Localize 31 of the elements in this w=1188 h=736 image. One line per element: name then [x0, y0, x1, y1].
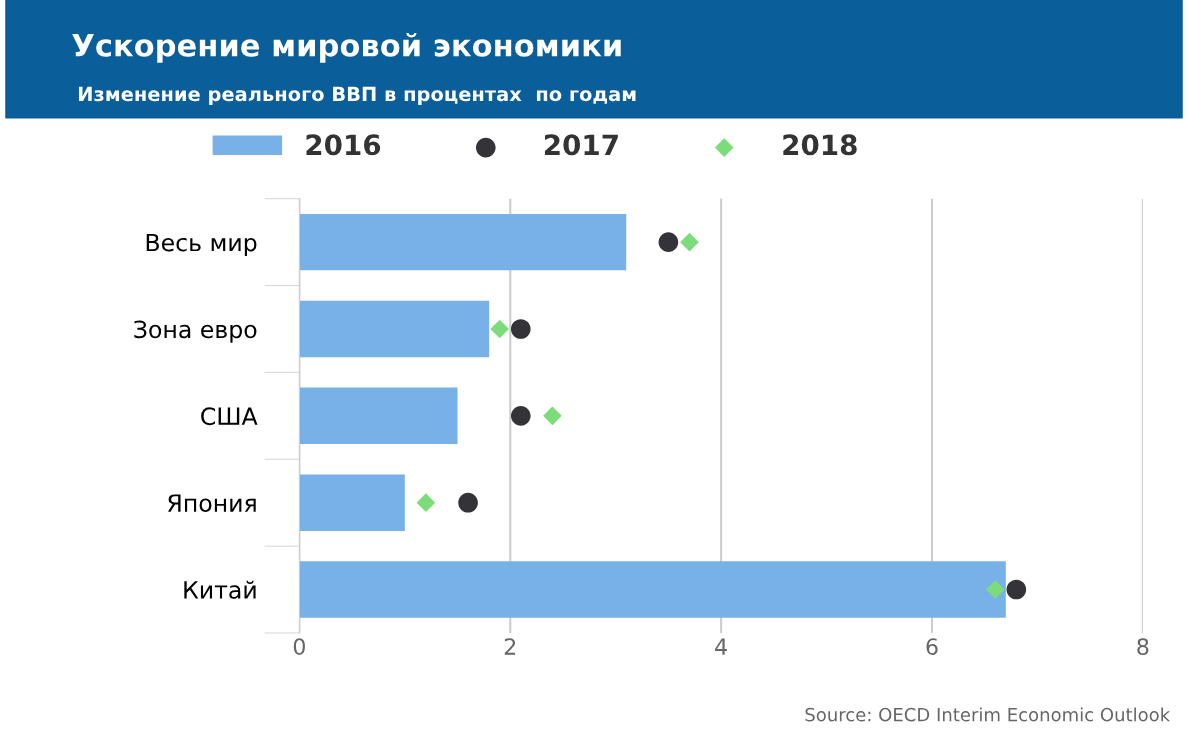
- chart-title: Ускорение мировой экономики: [72, 32, 621, 63]
- point: [658, 232, 679, 252]
- source-note: Source: OECD Interim Economic Outlook: [805, 707, 1171, 722]
- point: [490, 319, 510, 339]
- x-tick-label: 6: [926, 638, 938, 656]
- bar: [299, 561, 1006, 618]
- bar: [299, 387, 458, 445]
- legend-label: 2016: [306, 134, 381, 156]
- y-tick-label: Китай: [184, 580, 256, 599]
- legend-label: 2018: [783, 134, 857, 156]
- bar: [299, 213, 627, 271]
- chart-subtitle: Изменение реального ВВП в процентах по годам: [79, 86, 636, 106]
- point: [416, 493, 436, 512]
- point: [510, 319, 531, 339]
- x-tick-label: 0: [293, 638, 305, 656]
- point: [543, 406, 562, 426]
- bar: [299, 474, 405, 531]
- y-tick-label: Весь мир: [146, 233, 257, 257]
- x-tick-label: 2: [504, 638, 516, 655]
- point: [458, 492, 478, 513]
- x-tick-label: 4: [715, 638, 727, 655]
- y-tick-label: США: [201, 407, 258, 426]
- bar: [299, 300, 490, 358]
- point: [680, 232, 699, 252]
- point: [985, 580, 1005, 599]
- legend-label: 2017: [544, 134, 618, 156]
- point: [510, 406, 531, 426]
- y-tick-label: Япония: [168, 494, 256, 512]
- x-tick-label: 8: [1137, 638, 1149, 656]
- y-tick-label: Зона евро: [134, 320, 257, 343]
- point: [1006, 579, 1027, 600]
